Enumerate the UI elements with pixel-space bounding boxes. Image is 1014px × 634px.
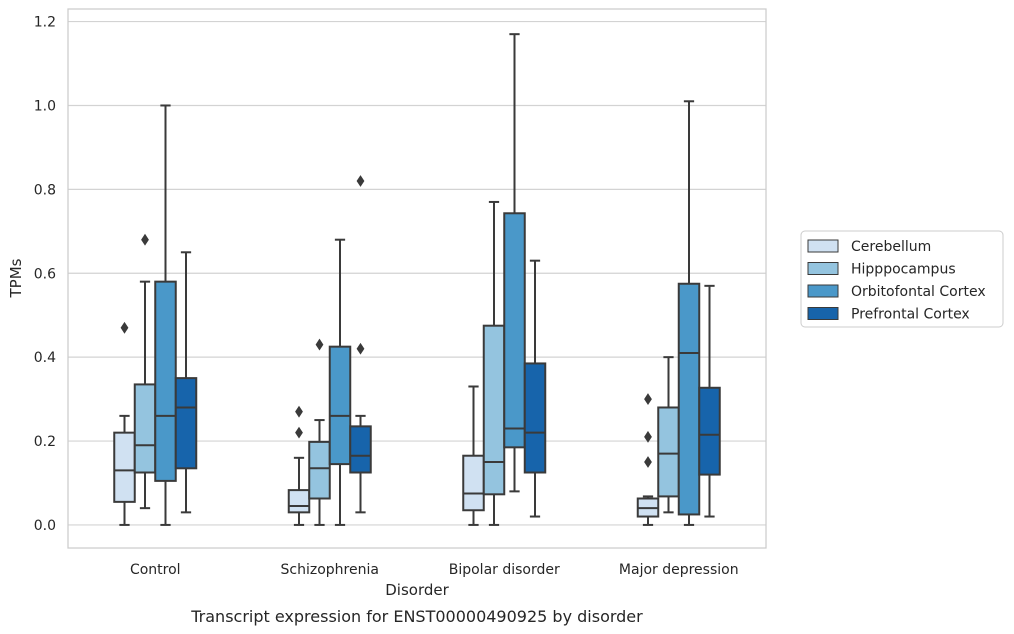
legend-label: Orbitofontal Cortex	[851, 284, 986, 300]
box-orbitofontal-cortex	[677, 100, 701, 526]
box-iqr	[113, 431, 136, 503]
legend-label: Cerebellum	[851, 239, 931, 255]
box-iqr	[482, 324, 506, 496]
box-iqr	[287, 489, 311, 514]
box-prefrontal-cortex	[523, 259, 547, 518]
y-tick-label: 0.6	[34, 266, 56, 282]
legend-swatch	[807, 284, 839, 298]
x-tick-labels: Control Schizophrenia Bipolar disorder Majo…	[130, 562, 739, 578]
outlier-point	[295, 405, 303, 418]
outlier-point	[644, 430, 652, 443]
box-iqr	[174, 377, 198, 470]
box-iqr	[523, 362, 547, 474]
y-axis-title: TPMs	[7, 258, 25, 298]
outlier-point	[295, 426, 303, 439]
y-tick-label: 0.2	[34, 434, 56, 450]
y-tick-label: 0.0	[34, 518, 56, 534]
x-tick-label: Schizophrenia	[281, 562, 379, 578]
box-cerebellum	[462, 385, 485, 526]
box-orbitofontal-cortex	[503, 33, 526, 493]
x-axis-title: Disorder	[385, 581, 449, 599]
outlier-point	[315, 338, 324, 351]
legend-swatch	[807, 262, 839, 275]
outlier-point	[356, 342, 365, 355]
box-cerebellum	[636, 393, 660, 526]
legend: Cerebellum Hipppocampus Orbitofontal Corte…	[800, 230, 1004, 328]
box-iqr	[698, 386, 721, 476]
box-iqr	[133, 383, 157, 474]
chart-caption: Transcript expression for ENST0000049092…	[190, 607, 643, 626]
plot-frame	[67, 8, 767, 549]
box-prefrontal-cortex	[698, 284, 721, 518]
x-tick-label: Bipolar disorder	[449, 562, 560, 578]
box-hipppocampus	[133, 233, 157, 510]
x-tick-label: Control	[130, 562, 181, 578]
outlier-point	[141, 233, 149, 246]
box-orbitofontal-cortex	[328, 238, 352, 526]
legend-label: Hipppocampus	[851, 262, 956, 278]
box-iqr	[308, 440, 331, 500]
outlier-point	[356, 175, 365, 187]
y-tick-label: 0.8	[34, 182, 56, 198]
box-iqr	[462, 454, 485, 512]
legend-swatch	[807, 239, 839, 253]
box-iqr	[349, 425, 372, 474]
legend-swatch	[807, 307, 839, 320]
box-iqr	[154, 280, 177, 482]
box-hipppocampus	[308, 338, 331, 526]
box-iqr	[328, 345, 352, 466]
x-tick-label: Major depression	[619, 562, 739, 578]
box-orbitofontal-cortex	[154, 104, 177, 526]
box-iqr	[503, 212, 526, 449]
outlier-point	[644, 456, 652, 468]
y-tick-labels: 0.0 0.2 0.4 0.6 0.8 1.0 1.2	[34, 15, 56, 534]
box-cerebellum	[113, 321, 136, 526]
box-prefrontal-cortex	[349, 175, 372, 514]
y-tick-label: 1.2	[34, 15, 56, 31]
y-tick-label: 0.4	[34, 350, 56, 366]
legend-label: Prefrontal Cortex	[851, 307, 970, 323]
box-cerebellum	[287, 405, 311, 526]
boxes	[113, 33, 721, 526]
legend-frame	[800, 230, 1004, 328]
y-tick-label: 1.0	[34, 98, 56, 114]
box-hipppocampus	[482, 200, 506, 526]
box-iqr	[677, 282, 701, 516]
box-prefrontal-cortex	[174, 251, 198, 514]
outlier-point	[120, 321, 129, 334]
box-iqr	[657, 406, 680, 498]
outlier-point	[644, 393, 652, 406]
box-hipppocampus	[657, 356, 680, 514]
